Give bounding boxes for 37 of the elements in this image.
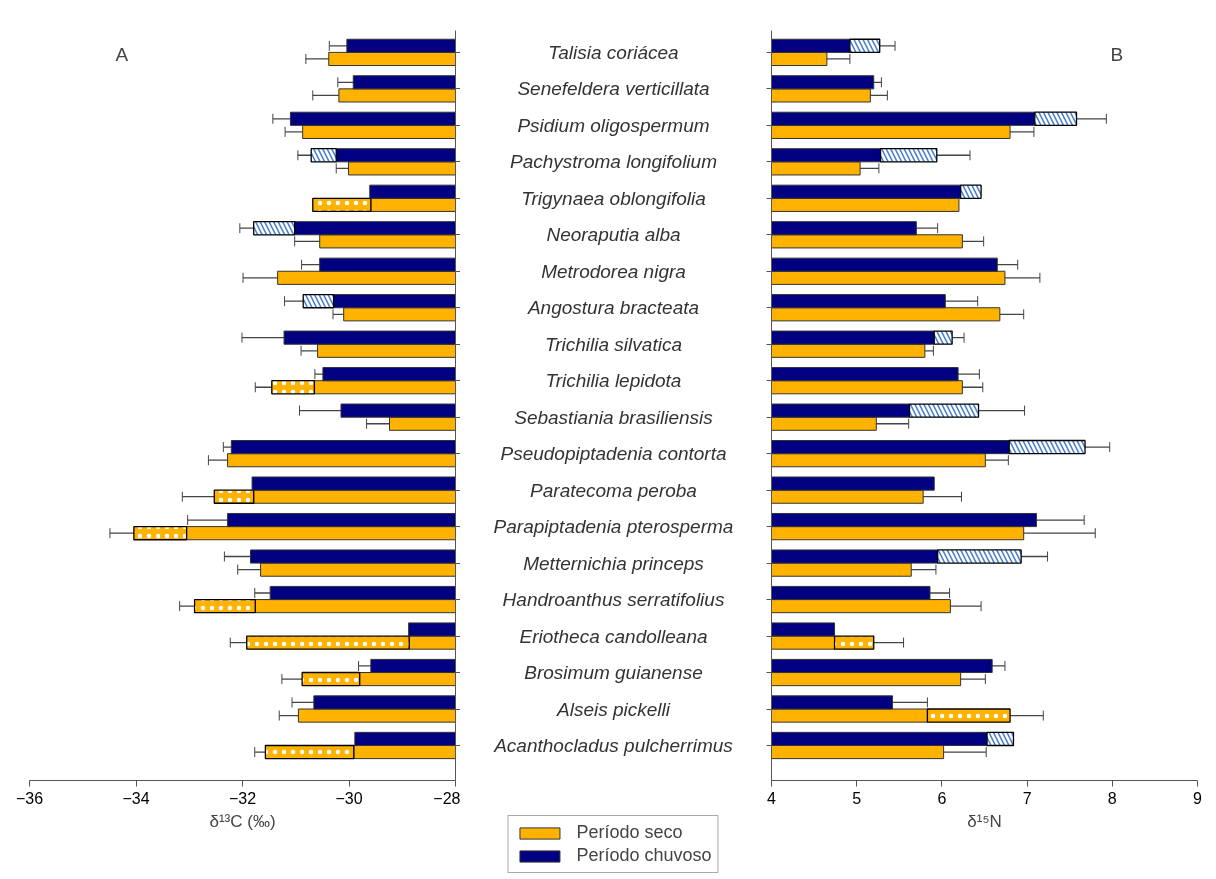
category-label: Parapiptadenia pterosperma (493, 516, 734, 538)
annotation: B (1110, 44, 1124, 65)
category-label: Trichilia silvatica (545, 333, 682, 355)
category-label: Angostura bracteata (527, 297, 700, 319)
x-tick-label: 5 (852, 789, 862, 807)
legend-label: Período seco (576, 822, 683, 843)
category-label: Senefeldera verticillata (517, 78, 710, 100)
category-label: Acanthocladus pulcherrimus (494, 734, 733, 756)
category-label: Metternichia princeps (523, 552, 704, 574)
category-label: Handroanthus serratifolius (502, 589, 725, 611)
category-label: Brosimum guianense (524, 662, 703, 684)
x-axis-title: δ¹³C (‰) (209, 811, 276, 831)
x-tick-label: −34 (122, 789, 150, 807)
x-tick-label: 8 (1107, 789, 1117, 807)
category-label: Psidium oligospermum (517, 114, 710, 136)
category-label: Trigynaea oblongifolia (521, 187, 706, 209)
x-tick-label: −32 (228, 789, 257, 807)
category-label: Pseudopiptadenia contorta (500, 443, 727, 465)
category-label: Sebastiania brasiliensis (514, 406, 713, 428)
category-label: Alseis pickelli (557, 698, 670, 720)
category-label: Eriotheca candolleana (519, 625, 708, 647)
annotation: A (115, 44, 129, 65)
category-label: Talisia coriácea (548, 41, 679, 63)
x-tick-label: 9 (1193, 789, 1203, 807)
x-tick-label: −36 (15, 789, 44, 807)
x-axis-title: δ¹⁵N (967, 811, 1002, 831)
category-label: Paratecoma peroba (530, 479, 697, 501)
x-tick-label: 7 (1022, 789, 1032, 807)
x-tick-label: 6 (937, 789, 947, 807)
legend-label: Período chuvoso (576, 845, 712, 866)
category-label: Metrodorea nigra (541, 260, 686, 282)
x-tick-label: −28 (433, 789, 461, 807)
x-tick-label: 4 (767, 789, 777, 807)
x-tick-label: −30 (335, 789, 363, 807)
category-label: Pachystroma longifolium (510, 151, 717, 173)
category-label: Trichilia lepidota (545, 370, 682, 392)
category-label: Neoraputia alba (546, 224, 681, 246)
